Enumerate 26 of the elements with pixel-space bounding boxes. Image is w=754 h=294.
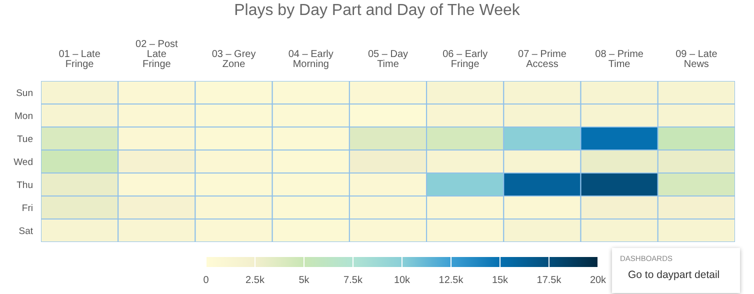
y-tick-label: Mon	[14, 110, 33, 122]
x-tick-label: 09 – Late News	[676, 49, 718, 70]
y-tick-label: Fri	[22, 202, 33, 214]
x-tick-label: 04 – Early Morning	[288, 49, 334, 70]
x-tick-label: 02 – Post Late Fringe	[136, 39, 178, 70]
x-tick-label: 05 – Day Time	[368, 49, 408, 70]
y-tick-label: Tue	[16, 134, 33, 145]
color-bar-label: 10k	[394, 275, 412, 286]
color-bar-label: 2.5k	[246, 275, 266, 286]
y-tick-label: Thu	[16, 180, 33, 191]
x-tick-label: 06 – Early Fringe	[442, 49, 488, 70]
color-bar-label: 20k	[590, 275, 608, 286]
color-bar-label: 12.5k	[438, 275, 464, 286]
x-tick-label: 03 – Grey Zone	[212, 49, 256, 70]
color-bar-label: 15k	[492, 275, 510, 286]
color-bar-label: 5k	[298, 275, 310, 286]
x-tick-label: 01 – Late Fringe	[58, 49, 101, 70]
y-tick-label: Sat	[18, 226, 34, 237]
y-tick-label: Wed	[14, 156, 33, 168]
x-tick-label: 07 – Prime Access	[518, 49, 567, 70]
chart-title: Plays by Day Part and Day of The Week	[233, 2, 521, 20]
x-tick-label: 08 – Prime Time	[595, 49, 644, 70]
y-tick-label: Sun	[16, 88, 33, 99]
color-bar-label: 7.5k	[344, 275, 364, 286]
color-bar-label: 17.5k	[536, 275, 562, 286]
color-bar-label: 0	[203, 275, 210, 286]
